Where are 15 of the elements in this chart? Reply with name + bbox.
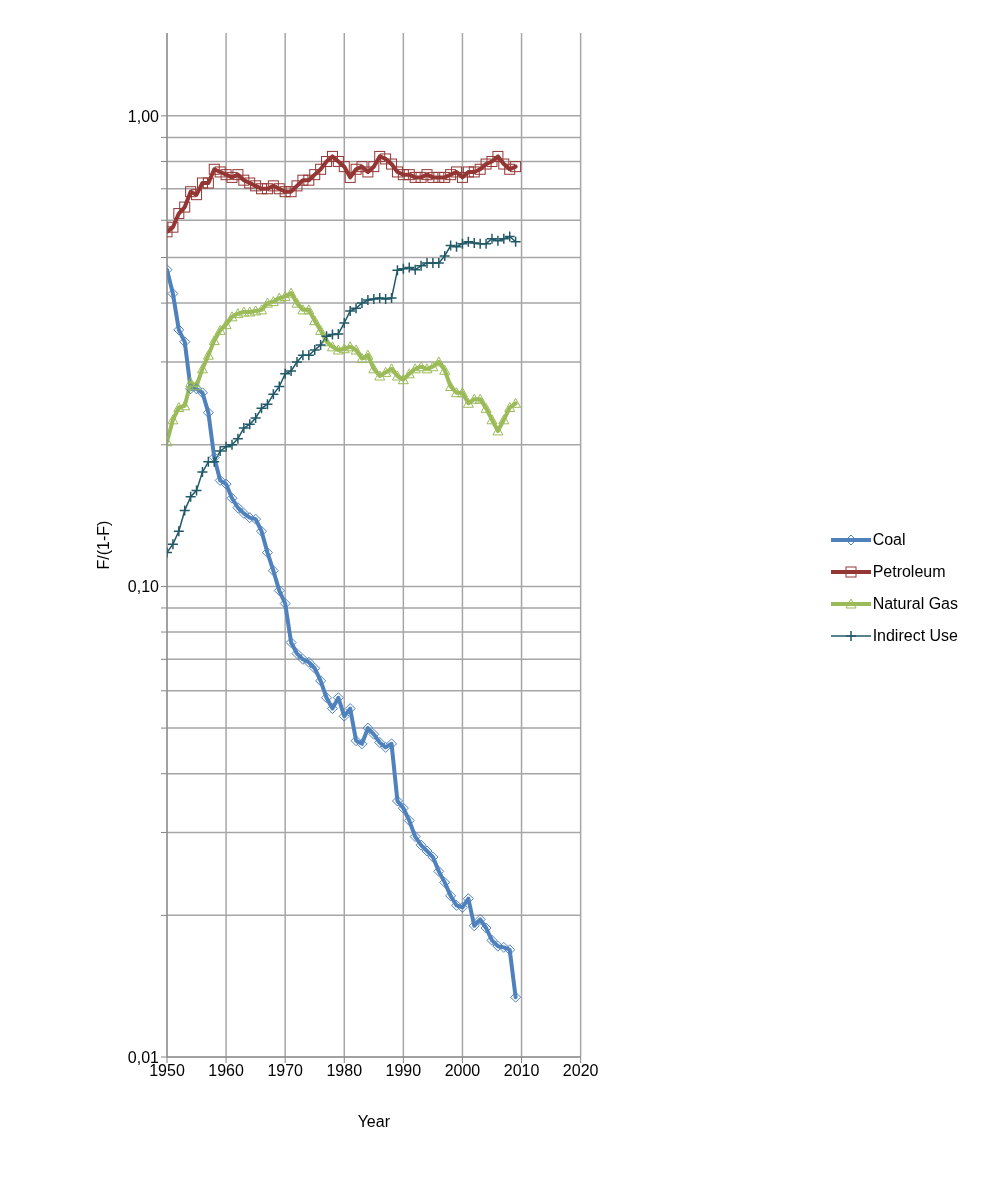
x-tick-label: 1970 [267, 1062, 304, 1080]
x-tick-label: 2020 [562, 1062, 599, 1080]
x-tick-label: 1990 [385, 1062, 422, 1080]
x-tick-label: 2000 [444, 1062, 481, 1080]
legend-label: Natural Gas [872, 595, 958, 613]
x-tick-label: 2010 [503, 1062, 540, 1080]
x-axis-title: Year [357, 1113, 391, 1130]
x-tick-label: 1960 [208, 1062, 244, 1080]
legend-label: Indirect Use [872, 627, 958, 645]
legend-label: Coal [872, 531, 906, 549]
y-tick-label: 0,10 [127, 578, 160, 596]
y-axis-title: F/(1-F) [94, 520, 112, 570]
legend-label: Petroleum [872, 563, 946, 581]
x-tick-label: 1980 [326, 1062, 363, 1080]
y-tick-label: 1,00 [127, 107, 160, 125]
